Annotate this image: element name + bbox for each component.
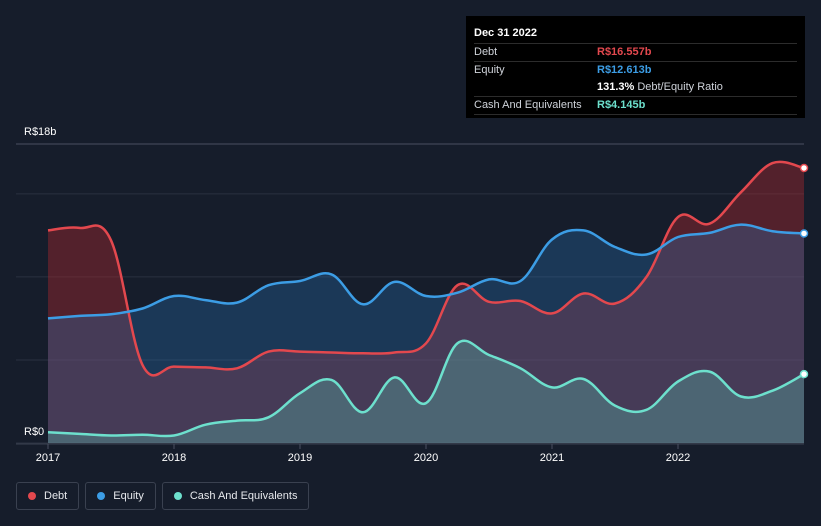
area-debt xyxy=(48,161,804,443)
x-tick-label-2019: 2019 xyxy=(288,452,312,464)
series-areas xyxy=(48,161,804,443)
tooltip-cash-value: R$4.145b xyxy=(597,99,646,111)
area-equity xyxy=(48,224,804,443)
legend-label-equity: Equity xyxy=(113,490,144,502)
marker-cash-and-equivalents xyxy=(799,369,809,379)
tooltip-ratio-value: 131.3% xyxy=(597,81,635,93)
legend-item-debt[interactable]: Debt xyxy=(16,482,80,510)
y-label-min: R$0 xyxy=(24,426,44,438)
data-tooltip: Dec 31 2022 Debt R$16.557b Equity R$12.6… xyxy=(466,16,805,118)
x-tick-label-2018: 2018 xyxy=(162,452,186,464)
area-cash-and-equivalents xyxy=(48,340,804,443)
tooltip-debt-value: R$16.557b xyxy=(597,46,652,58)
tooltip-debt-label: Debt xyxy=(474,46,498,58)
line-cash-and-equivalents xyxy=(47,339,805,438)
legend-item-cash[interactable]: Cash And Equivalents xyxy=(161,482,310,510)
tooltip-equity-label: Equity xyxy=(474,64,505,76)
tooltip-row-equity: Equity R$12.613b xyxy=(474,61,797,79)
legend-dot-equity xyxy=(97,492,106,500)
legend-dot-cash xyxy=(173,492,182,500)
tooltip-date: Dec 31 2022 xyxy=(474,27,537,39)
tooltip-row-ratio: 131.3% Debt/Equity Ratio xyxy=(474,79,797,96)
tooltip-ratio-suffix: Debt/Equity Ratio xyxy=(637,81,723,93)
legend-item-equity[interactable]: Equity xyxy=(85,482,156,510)
legend-dot-debt xyxy=(28,492,36,500)
tooltip-cash-label: Cash And Equivalents xyxy=(474,99,582,111)
x-tick-label-2021: 2021 xyxy=(540,452,564,464)
x-tick-label-2020: 2020 xyxy=(414,452,438,464)
tooltip-ratio-label xyxy=(474,79,597,96)
tooltip-row-debt: Debt R$16.557b xyxy=(474,43,797,61)
legend-label-debt: Debt xyxy=(44,490,68,502)
marker-equity xyxy=(799,229,809,238)
y-label-max: R$18b xyxy=(24,126,56,138)
tooltip-row-cash: Cash And Equivalents R$4.145b xyxy=(474,96,797,115)
end-markers xyxy=(799,163,809,379)
marker-debt xyxy=(799,163,809,173)
chart-legend: Debt Equity Cash And Equivalents xyxy=(16,482,310,510)
line-equity xyxy=(47,223,805,320)
axis-labels: R$18b R$0 2017 2018 2019 2020 2021 2022 xyxy=(24,126,690,464)
tooltip-equity-value: R$12.613b xyxy=(597,64,652,76)
tooltip-ratio: 131.3% Debt/Equity Ratio xyxy=(597,79,723,96)
x-tick-label-2022: 2022 xyxy=(666,452,690,464)
series-lines xyxy=(47,160,805,438)
legend-label-cash: Cash And Equivalents xyxy=(189,490,298,502)
grid-lines xyxy=(16,143,804,445)
line-debt xyxy=(47,160,805,377)
x-tick-label-2017: 2017 xyxy=(36,452,60,464)
